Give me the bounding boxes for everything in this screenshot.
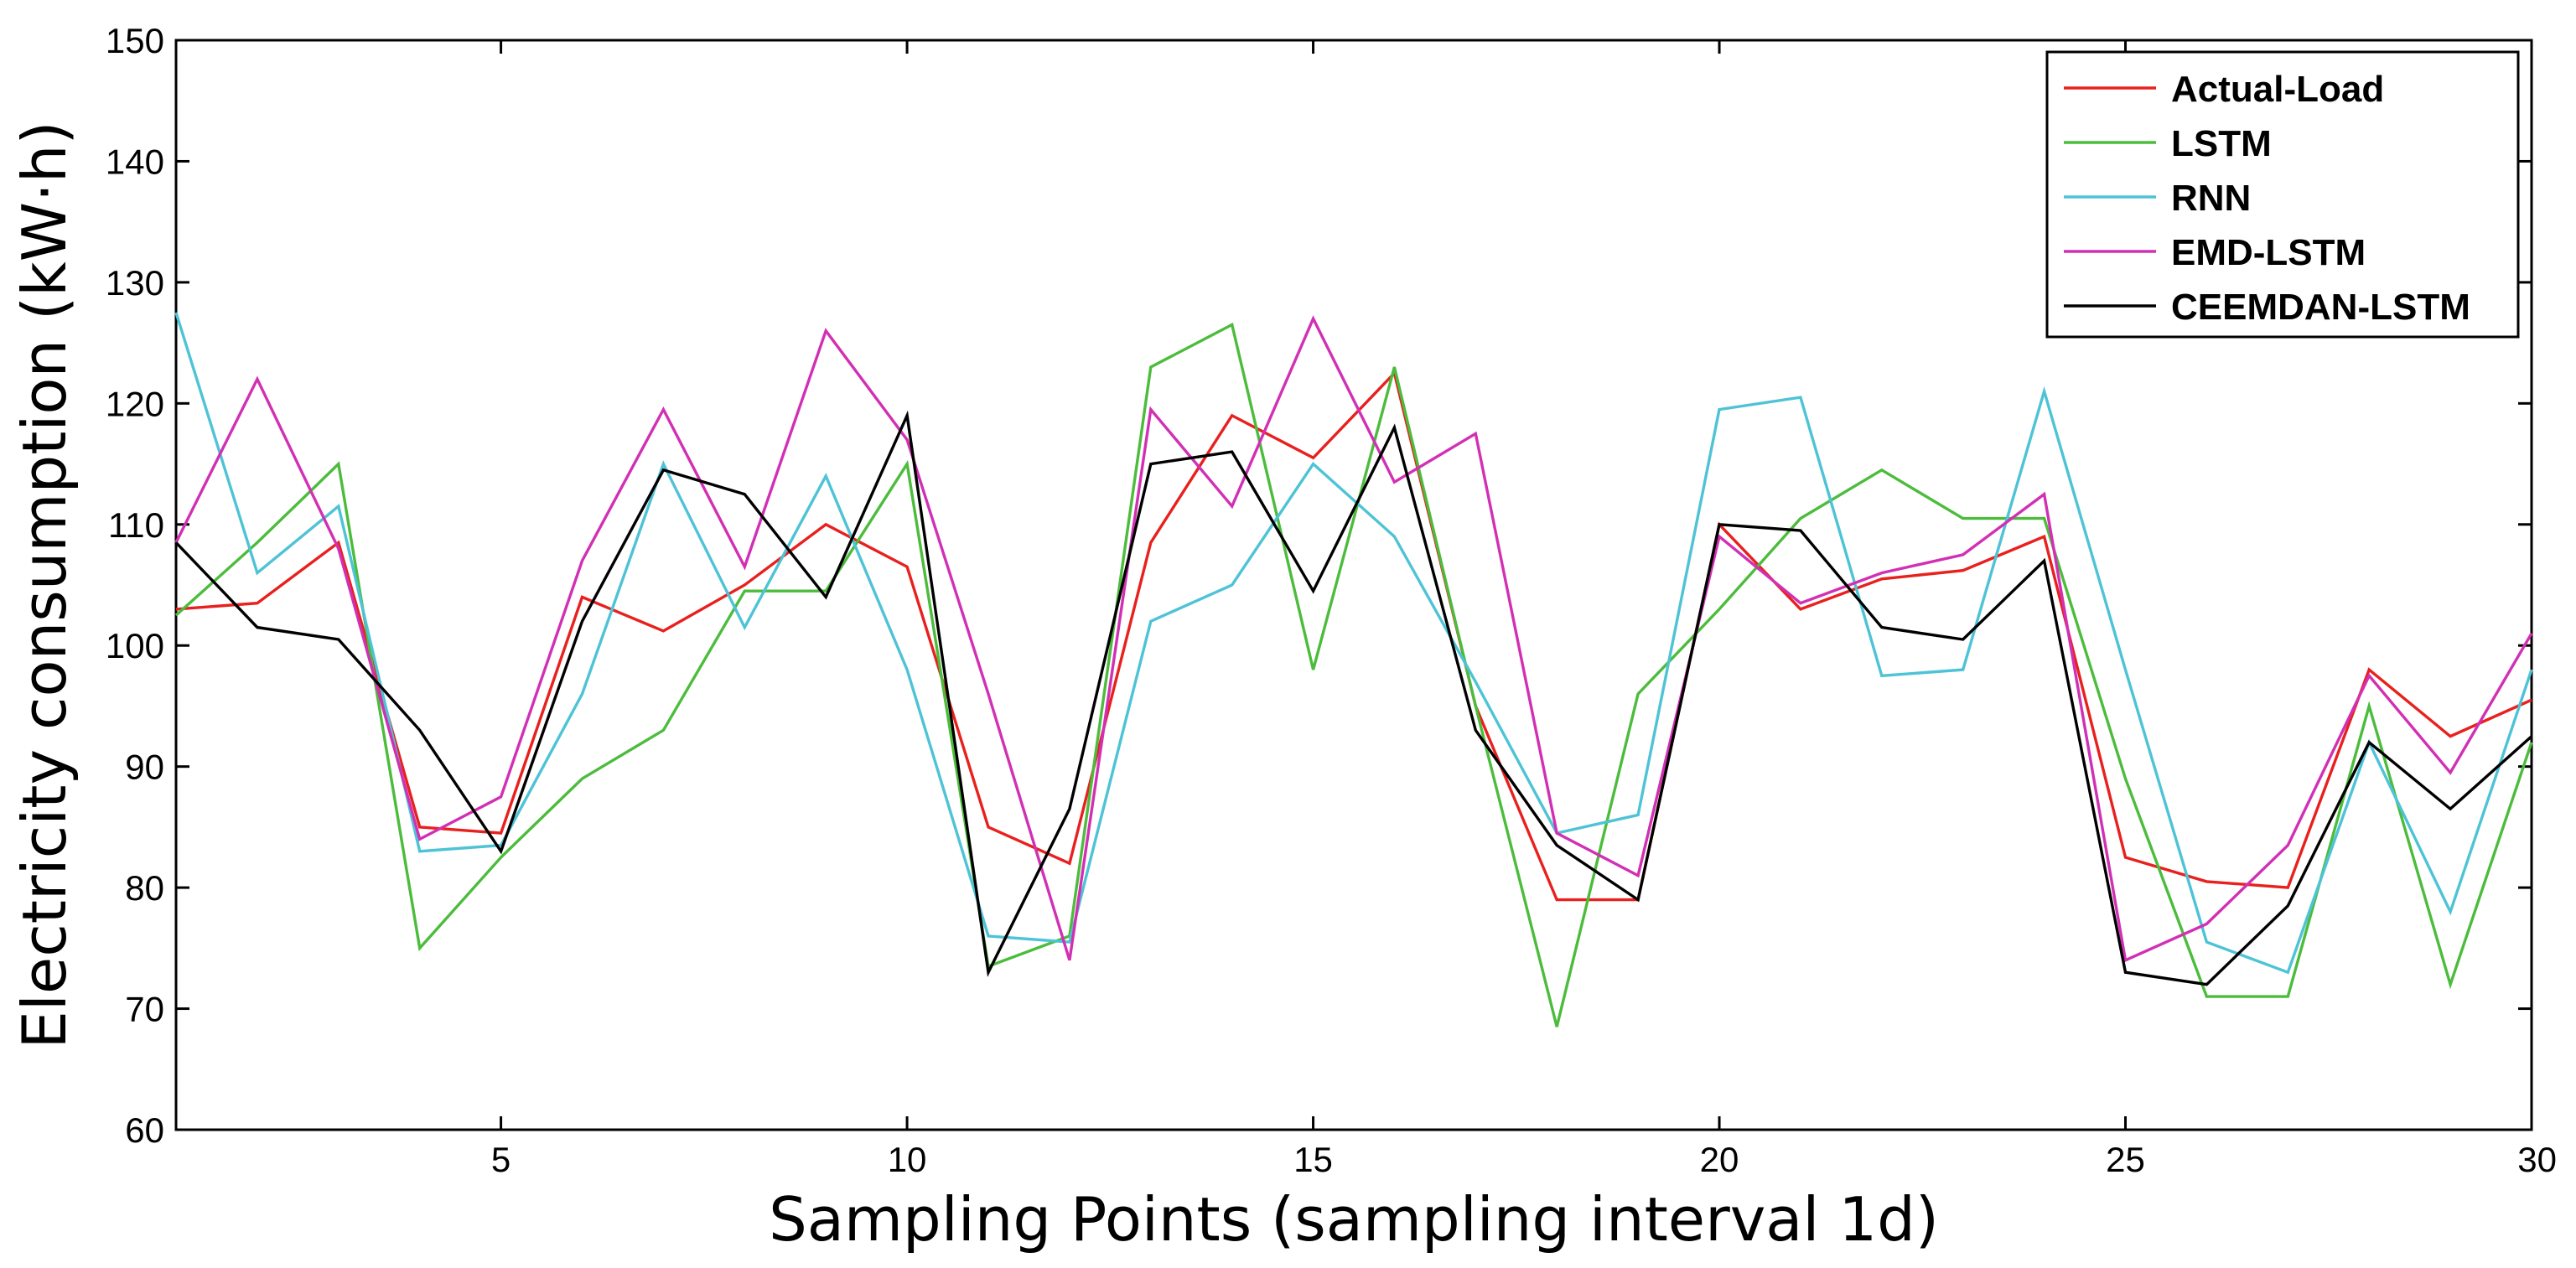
legend-label-rnn: RNN bbox=[2171, 178, 2251, 219]
legend-box bbox=[2045, 50, 2520, 339]
x-tick-label: 5 bbox=[491, 1140, 511, 1179]
series-line-rnn bbox=[174, 312, 2533, 975]
x-tick-label: 15 bbox=[1293, 1140, 1333, 1179]
y-tick-label: 70 bbox=[125, 990, 164, 1029]
legend-label-ceemdan-lstm: CEEMDAN-LSTM bbox=[2171, 287, 2470, 328]
y-tick-label: 90 bbox=[125, 748, 164, 787]
series-line-lstm bbox=[174, 322, 2533, 1027]
series-lines bbox=[174, 312, 2533, 1027]
x-axis-title: Sampling Points (sampling interval 1d) bbox=[769, 1184, 1939, 1255]
legend-label-actual-load: Actual-Load bbox=[2171, 69, 2384, 110]
series-line-emd-lstm bbox=[174, 315, 2533, 963]
x-tick-label: 10 bbox=[888, 1140, 927, 1179]
y-tick-label: 110 bbox=[108, 505, 164, 545]
plot-area-frame bbox=[174, 39, 2533, 1131]
legend-label-lstm: LSTM bbox=[2171, 123, 2272, 164]
x-tick-label: 20 bbox=[1700, 1140, 1739, 1179]
y-tick-label: 140 bbox=[106, 142, 164, 181]
y-tick-label: 100 bbox=[106, 626, 164, 665]
y-tick-labels: 60 70 80 90 100 110 120 130 140 150 bbox=[106, 21, 164, 1150]
y-tick-label: 150 bbox=[106, 21, 164, 60]
y-tick-label: 60 bbox=[125, 1110, 164, 1150]
x-tick-label: 30 bbox=[2517, 1140, 2557, 1179]
series-line-ceemdan-lstm bbox=[174, 410, 2533, 986]
x-tick-label: 25 bbox=[2106, 1140, 2145, 1179]
y-tick-label: 130 bbox=[106, 263, 164, 303]
legend-label-emd-lstm: EMD-LSTM bbox=[2171, 232, 2366, 273]
y-tick-label: 80 bbox=[125, 868, 164, 908]
series-line-actual-load bbox=[175, 370, 2532, 902]
y-tick-label: 120 bbox=[106, 384, 164, 423]
legend: Actual-Load LSTM RNN EMD-LSTM CEEMDAN-LSTM bbox=[2045, 50, 2520, 339]
y-axis-title: Electricity consumption (kW·h) bbox=[9, 121, 80, 1048]
x-tick-labels: 5 10 15 20 25 30 bbox=[491, 1140, 2557, 1179]
